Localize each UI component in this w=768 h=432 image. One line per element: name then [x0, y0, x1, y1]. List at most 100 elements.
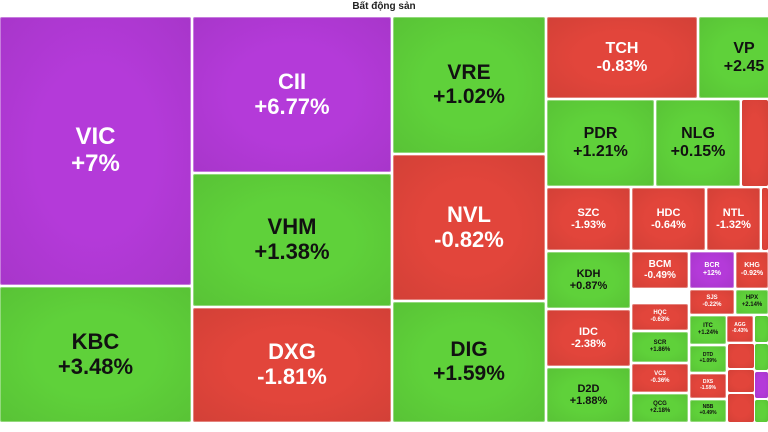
tile: BCM -0.49% — [632, 252, 688, 288]
tile-ticker: TCH — [605, 39, 639, 57]
tile-ticker: NBB — [702, 404, 714, 411]
tile-change: +6.77% — [254, 93, 330, 119]
tile: SZC -1.93% — [547, 188, 630, 250]
tile-change: -0.49% — [644, 270, 676, 281]
tile-change: -0.64% — [651, 219, 686, 231]
tile-ticker: VP — [733, 39, 755, 57]
tile: NLG +0.15% — [656, 100, 740, 186]
tile — [762, 188, 768, 250]
tile-change: +1.88% — [569, 395, 608, 407]
tile: DTD +1.09% — [690, 346, 726, 372]
tile — [728, 370, 754, 392]
tile-change: +1.24% — [697, 330, 719, 336]
tile: BCR +12% — [690, 252, 734, 288]
tile: SJS -0.22% — [690, 290, 734, 314]
tile-change: +1.09% — [699, 358, 717, 364]
tile-change: -1.93% — [571, 219, 606, 231]
tile: TCH -0.83% — [547, 17, 697, 98]
tile-ticker: NTL — [722, 206, 745, 219]
tile-ticker: HDC — [656, 206, 681, 219]
chart-title: Bất động sản — [352, 1, 416, 12]
tile: KDH +0.87% — [547, 252, 630, 308]
tile: DIG +1.59% — [393, 302, 545, 422]
tile-change: +0.49% — [699, 410, 717, 416]
tile: VC3 -0.36% — [632, 364, 688, 392]
tile-change: -1.81% — [257, 364, 327, 389]
tile: HQC -0.63% — [632, 304, 688, 330]
tile-ticker: NLG — [681, 125, 715, 143]
tile — [742, 100, 768, 186]
tile-change: -1.32% — [716, 219, 751, 231]
tile — [755, 316, 768, 342]
tile-ticker: VRE — [447, 61, 491, 85]
tile — [728, 344, 754, 368]
tile-ticker: DXS — [702, 379, 714, 386]
tile: VIC +7% — [0, 17, 191, 285]
tile: VP +2.45 — [699, 17, 768, 98]
tile-change: -0.22% — [702, 302, 722, 308]
tile-change: +3.48% — [57, 353, 134, 379]
tile: HDC -0.64% — [632, 188, 705, 250]
tile-change: +1.86% — [649, 347, 671, 353]
tile-ticker: DTD — [702, 352, 714, 359]
tile-ticker: DXG — [268, 339, 316, 365]
tile: ITC +1.24% — [690, 316, 726, 344]
tile: CII +6.77% — [193, 17, 391, 172]
tile-ticker: BCR — [704, 262, 720, 270]
tile-change: -2.38% — [571, 338, 606, 350]
tile-ticker: NVL — [447, 201, 491, 227]
tile: KBC +3.48% — [0, 287, 191, 422]
tile-change: -1.59% — [700, 385, 716, 391]
tile-ticker: QCG — [653, 401, 667, 408]
tile: NTL -1.32% — [707, 188, 760, 250]
tile-ticker: CII — [277, 68, 307, 94]
tile: SCR +1.86% — [632, 332, 688, 362]
tile-change: -0.63% — [650, 317, 670, 323]
tile-ticker: HQC — [653, 310, 667, 317]
tile-ticker: SZC — [577, 206, 600, 219]
tile-ticker: AGG — [734, 322, 746, 329]
tile-ticker: VC3 — [654, 371, 666, 378]
tile-ticker: PDR — [583, 125, 618, 143]
tile-ticker: HPX — [745, 295, 759, 302]
tile-ticker: VHM — [267, 214, 317, 240]
tile-change: +2.14% — [741, 302, 763, 308]
tile-ticker: DIG — [450, 338, 488, 362]
tile: PDR +1.21% — [547, 100, 654, 186]
tile: KHG -0.92% — [736, 252, 768, 288]
tile-ticker: BCM — [648, 258, 672, 270]
tile-ticker: SCR — [653, 340, 667, 347]
tile-ticker: SJS — [706, 295, 718, 302]
tile-change: +0.87% — [569, 280, 608, 292]
tile: AGG -0.43% — [727, 316, 753, 342]
tile — [755, 372, 768, 398]
tile-change: +2.18% — [649, 408, 671, 414]
tile-change: -0.82% — [434, 226, 504, 252]
tile-change: +0.15% — [670, 143, 726, 160]
tile: HPX +2.14% — [736, 290, 768, 314]
tile-change: -0.36% — [650, 378, 670, 384]
tile-ticker: KBC — [71, 328, 120, 354]
tile-ticker: VIC — [75, 123, 116, 151]
tile: NVL -0.82% — [393, 155, 545, 300]
tile: DXG -1.81% — [193, 308, 391, 422]
tile-change: +1.21% — [573, 143, 628, 160]
tile-ticker: ITC — [703, 323, 713, 330]
tile: NBB +0.49% — [690, 400, 726, 422]
tile — [755, 400, 768, 422]
tile-change: +1.38% — [254, 239, 330, 264]
tile-change: +1.59% — [433, 362, 505, 385]
tile-change: +12% — [702, 270, 722, 277]
tile-ticker: KDH — [576, 267, 601, 280]
tile-change: -0.83% — [596, 57, 648, 75]
tile-change: +2.45 — [723, 57, 765, 75]
tile: IDC -2.38% — [547, 310, 630, 366]
tile: DXS -1.59% — [690, 374, 726, 398]
tile-change: +1.02% — [433, 85, 505, 108]
tile-change: -0.43% — [732, 328, 748, 334]
tile: D2D +1.88% — [547, 368, 630, 422]
tile: VRE +1.02% — [393, 17, 545, 153]
tile-ticker: KHG — [744, 262, 760, 270]
tile — [728, 394, 754, 422]
